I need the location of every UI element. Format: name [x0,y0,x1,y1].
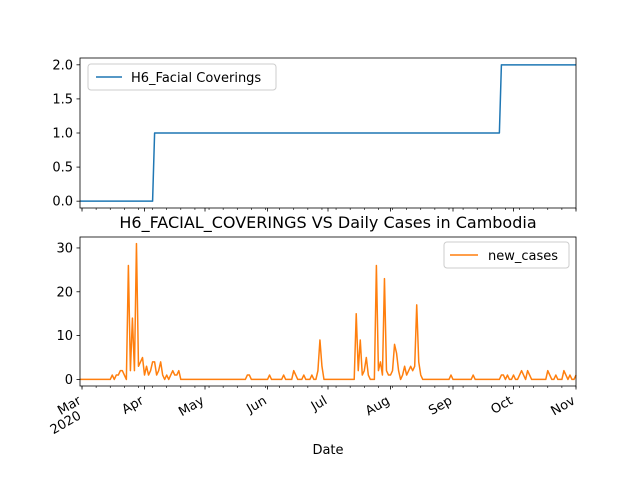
top-legend: H6_Facial Coverings [87,63,277,91]
bottom-chart-title: H6_FACIAL_COVERINGS VS Daily Cases in Ca… [119,213,536,233]
bottom-legend-box [443,241,570,269]
top-legend-label: H6_Facial Coverings [131,71,261,86]
top-y-tick-label: 2.0 [52,58,73,73]
top-y-tick-label: 0.5 [52,161,73,176]
bottom-y-ticks: 0 10 20 30 [56,241,80,388]
top-y-tick-label: 0.0 [52,195,73,210]
x-axis-label: Date [312,443,343,458]
x-tick-label-jul: Jul [308,393,330,414]
top-series-layer [80,64,576,202]
bottom-series-layer [80,242,577,381]
top-legend-box [87,63,277,91]
top-y-tick-label: 1.5 [52,92,73,107]
top-y-tick-label: 1.0 [52,127,73,142]
bottom-y-tick-label: 0 [65,373,73,388]
bottom-y-tick-label: 20 [56,285,73,300]
bottom-legend-label: new_cases [488,249,558,264]
facial-coverings-subplot: 0.0 0.5 1.0 1.5 2.0 H6_Facial Coverings [52,57,577,212]
new-cases-line [80,242,577,381]
facial-coverings-line [80,64,576,202]
bottom-legend: new_cases [443,241,570,269]
bottom-axes-frame [79,236,577,387]
top-axes-frame [79,57,577,209]
top-y-ticks: 0.0 0.5 1.0 1.5 2.0 [52,58,80,210]
bottom-y-tick-label: 10 [56,329,73,344]
bottom-y-tick-label: 30 [56,241,73,256]
